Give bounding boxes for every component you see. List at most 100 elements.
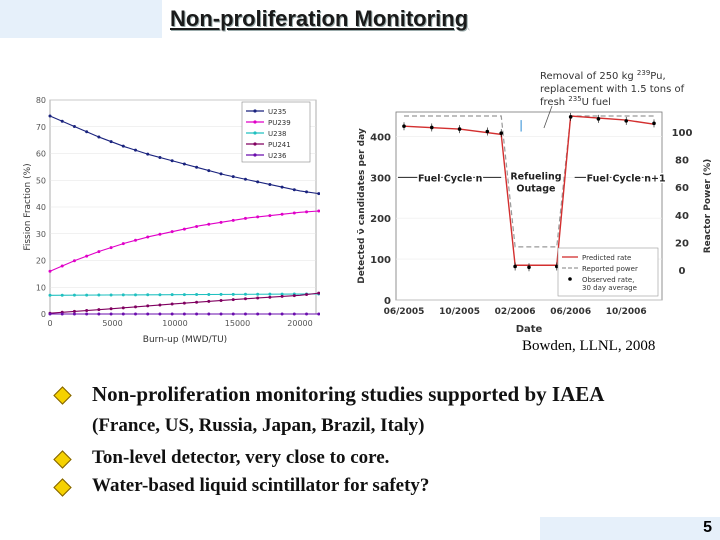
x-tick-label: 10/2006 xyxy=(606,307,647,317)
data-point xyxy=(256,215,260,219)
data-point xyxy=(85,309,89,313)
series-line-predicted-rate xyxy=(403,115,655,266)
data-point xyxy=(60,312,64,316)
data-point xyxy=(170,302,174,306)
bullet-list: Non-proliferation monitoring studies sup… xyxy=(53,380,696,500)
right-tick-label: 100 xyxy=(672,128,693,139)
y-tick-label: 60 xyxy=(36,150,46,159)
data-point xyxy=(97,250,101,254)
data-point xyxy=(280,292,284,296)
data-point xyxy=(72,312,76,316)
data-point xyxy=(243,297,247,301)
legend-marker xyxy=(568,277,572,281)
data-point xyxy=(292,188,296,192)
data-point xyxy=(195,300,199,304)
data-point xyxy=(219,312,223,316)
data-point xyxy=(48,114,52,118)
data-point xyxy=(109,246,113,250)
bullet-text: Water-based liquid scintillator for safe… xyxy=(92,475,430,496)
x-tick-label: 06/2005 xyxy=(384,307,425,317)
data-point xyxy=(134,238,138,242)
data-point xyxy=(317,192,320,196)
page-number: 5 xyxy=(703,519,712,536)
data-point xyxy=(48,269,52,273)
label-refueling: Refueling xyxy=(510,171,561,182)
page-number-box: 5 xyxy=(540,517,720,540)
data-point xyxy=(134,293,138,297)
annotation-text: fresh 235U fuel xyxy=(540,95,611,108)
data-point xyxy=(652,121,656,126)
data-point xyxy=(207,299,211,303)
annotation-pointer xyxy=(543,105,553,129)
data-point xyxy=(280,312,284,316)
series-line-pu241 xyxy=(49,292,319,314)
data-point xyxy=(219,292,223,296)
data-point xyxy=(158,155,162,159)
data-point xyxy=(97,308,101,312)
y-tick-label: 70 xyxy=(36,123,46,132)
data-point xyxy=(317,291,320,295)
data-point xyxy=(231,292,235,296)
data-point xyxy=(60,293,64,297)
fission-fraction-chart: 0 10 20 30 40 50 60 70 80 0 5000 10000 15000 20000 U2… xyxy=(20,92,320,352)
legend-marker xyxy=(253,109,257,113)
y-tick-label: 0 xyxy=(41,310,46,319)
series-line-reported-power xyxy=(404,115,654,248)
data-point xyxy=(207,222,211,226)
y-tick-label: 30 xyxy=(36,230,46,239)
data-point xyxy=(268,292,272,296)
annotation-text: Removal of 250 kg 239Pu, xyxy=(540,69,666,82)
data-point xyxy=(146,312,150,316)
data-point xyxy=(317,209,320,213)
data-point xyxy=(134,148,138,152)
data-point xyxy=(48,312,52,316)
data-point xyxy=(256,296,260,300)
data-point xyxy=(243,312,247,316)
bullet-text: Non-proliferation monitoring studies sup… xyxy=(92,382,605,406)
data-point xyxy=(170,293,174,297)
data-point xyxy=(146,235,150,239)
data-point xyxy=(182,227,186,231)
data-point xyxy=(121,293,125,297)
data-point xyxy=(72,309,76,313)
antineutrino-rate-chart: 0 100 200 300 400 0 20 40 60 80 100 06/2005 10/2005 0… xyxy=(352,66,720,338)
y-axis-label: Detected ν̄ candidates per day xyxy=(357,128,367,284)
right-tick-label: 20 xyxy=(675,238,689,249)
x-axis-label: Burn-up (MWD/TU) xyxy=(143,335,227,345)
data-point xyxy=(170,230,174,234)
data-point xyxy=(97,135,101,139)
data-point xyxy=(305,210,309,214)
right-tick-label: 0 xyxy=(679,266,686,277)
data-point xyxy=(554,264,559,269)
bullet-item: Ton-level detector, very close to core. xyxy=(53,444,696,472)
data-point xyxy=(527,265,531,270)
data-point xyxy=(305,190,309,194)
data-point xyxy=(268,214,272,218)
data-point xyxy=(231,175,235,179)
data-point xyxy=(170,312,174,316)
data-point xyxy=(207,312,211,316)
data-point xyxy=(182,162,186,166)
data-point xyxy=(624,119,629,123)
legend-marker xyxy=(253,142,257,146)
data-point xyxy=(402,124,406,129)
legend-box xyxy=(557,247,659,297)
data-point xyxy=(60,119,64,123)
data-point xyxy=(121,144,125,148)
data-point xyxy=(195,293,199,297)
data-point xyxy=(231,298,235,302)
data-point xyxy=(292,211,296,215)
bullet-diamond-icon xyxy=(53,478,72,497)
data-point xyxy=(97,293,101,297)
data-point xyxy=(121,306,125,310)
x-tick-label: 15000 xyxy=(225,319,250,328)
right-axis-label: Reactor Power (%) xyxy=(703,159,713,254)
x-tick-label: 10/2005 xyxy=(439,307,480,317)
data-point xyxy=(219,172,223,176)
data-point xyxy=(219,298,223,302)
data-point xyxy=(292,312,296,316)
x-tick-label: 10000 xyxy=(162,319,187,328)
data-point xyxy=(485,129,490,134)
right-tick-label: 40 xyxy=(675,211,689,222)
x-tick-label: 0 xyxy=(47,319,52,328)
